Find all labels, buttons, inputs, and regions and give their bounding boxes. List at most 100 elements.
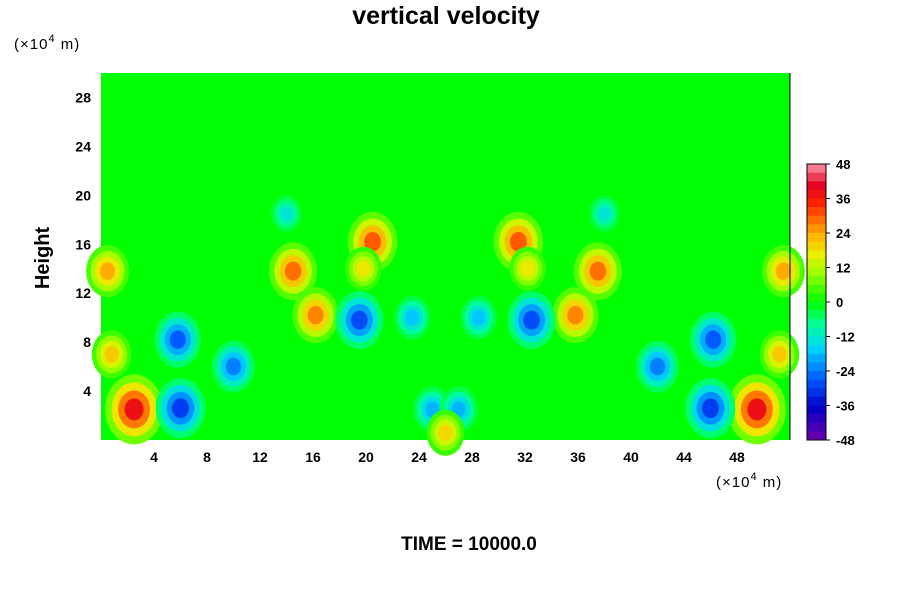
contour-blob	[772, 346, 787, 363]
colorbar-tick-label: 36	[836, 192, 850, 207]
colorbar-tick-label: -36	[836, 399, 855, 414]
x-tick-label: 44	[676, 449, 692, 465]
colorbar: 48 36 24 12 0 -12 -24 -36 -48	[806, 157, 856, 448]
colorbar-cell	[807, 207, 826, 217]
time-label: TIME = 10000.0	[401, 534, 537, 555]
x-tick-label: 16	[305, 449, 321, 465]
x-tick-label: 12	[252, 449, 268, 465]
colorbar-cell	[807, 422, 826, 432]
y-axis-unit: (×104 m)	[14, 33, 80, 53]
plot-background	[101, 73, 790, 440]
contour-blob	[104, 346, 119, 363]
colorbar-cell	[807, 414, 826, 424]
colorbar-cell	[807, 233, 826, 242]
y-tick-label: 16	[75, 236, 91, 252]
colorbar-cell	[807, 388, 826, 398]
x-tick-label: 48	[729, 449, 745, 465]
x-tick-label: 24	[411, 449, 427, 465]
contour-blob	[702, 398, 719, 419]
colorbar-cell	[807, 198, 826, 208]
y-tick-label: 20	[75, 187, 91, 203]
x-tick-label: 20	[358, 449, 374, 465]
x-tick-label: 32	[517, 449, 533, 465]
y-axis-label: Height	[32, 227, 54, 290]
colorbar-cell	[807, 310, 826, 320]
colorbar-tick-label: -12	[836, 330, 855, 345]
contour-blob	[567, 305, 584, 325]
contour-blob	[284, 261, 302, 281]
contour-blob	[364, 232, 382, 252]
colorbar-cell	[807, 181, 826, 191]
y-tick-label: 24	[75, 138, 91, 154]
colorbar-cell	[807, 345, 826, 355]
contour-features	[86, 194, 805, 456]
colorbar-cell	[807, 267, 826, 277]
contour-blob	[471, 309, 486, 326]
contour-blob	[100, 262, 116, 281]
colorbar-cell	[807, 396, 826, 406]
x-axis-ticks: 4 8 12 16 20 24 28 32 36 40 44 48	[150, 449, 745, 465]
y-tick-label: 28	[75, 90, 91, 106]
y-tick-label: 12	[75, 285, 91, 301]
colorbar-cell	[807, 189, 826, 199]
colorbar-cells	[807, 164, 826, 441]
colorbar-cell	[807, 302, 826, 311]
contour-blob	[351, 310, 368, 330]
colorbar-tick-label: 48	[836, 157, 850, 172]
y-tick-label: 4	[83, 383, 91, 399]
plot-area	[86, 73, 805, 456]
colorbar-cell	[807, 164, 826, 173]
colorbar-cell	[807, 353, 826, 363]
colorbar-cell	[807, 336, 826, 346]
contour-blob	[520, 260, 535, 277]
colorbar-cell	[807, 431, 826, 441]
x-tick-label: 4	[150, 449, 158, 465]
colorbar-cell	[807, 250, 826, 260]
colorbar-cell	[807, 241, 826, 251]
contour-blob	[280, 206, 293, 221]
colorbar-cell	[807, 276, 826, 286]
y-tick-label: 8	[83, 334, 91, 350]
x-tick-label: 8	[203, 449, 211, 465]
x-axis-unit: (×104 m)	[716, 471, 782, 491]
contour-blob	[589, 261, 607, 281]
chart-title: vertical velocity	[352, 2, 540, 30]
contour-blob	[225, 357, 242, 376]
colorbar-cell	[807, 319, 826, 329]
colorbar-cell	[807, 215, 826, 225]
colorbar-tick-label: 0	[836, 295, 843, 310]
contour-blob	[598, 206, 611, 221]
contour-blob	[169, 330, 186, 350]
x-tick-label: 28	[464, 449, 480, 465]
colorbar-tick-label: 24	[836, 226, 851, 241]
contour-blob	[775, 262, 792, 281]
colorbar-tick-label: -24	[836, 364, 856, 379]
contour-blob	[124, 398, 144, 421]
contour-blob	[523, 310, 540, 330]
contour-blob	[405, 309, 420, 326]
contour-blob	[438, 424, 453, 441]
colorbar-cell	[807, 258, 826, 268]
x-tick-label: 36	[570, 449, 586, 465]
colorbar-tick-label: -48	[836, 433, 855, 448]
colorbar-cell	[807, 379, 826, 389]
contour-blob	[705, 330, 722, 350]
x-tick-label: 40	[623, 449, 639, 465]
colorbar-cell	[807, 327, 826, 337]
contour-blob	[747, 398, 767, 421]
contour-blob	[307, 305, 324, 325]
colorbar-tick-label: 12	[836, 261, 850, 276]
contour-blob	[509, 232, 527, 252]
colorbar-cell	[807, 371, 826, 380]
colorbar-ticks: 48 36 24 12 0 -12 -24 -36 -48	[826, 157, 856, 448]
colorbar-cell	[807, 293, 826, 303]
contour-blob	[172, 398, 189, 419]
contour-blob	[356, 260, 371, 277]
contour-blob	[649, 357, 666, 376]
colorbar-cell	[807, 284, 826, 294]
colorbar-cell	[807, 405, 826, 415]
y-axis-ticks: 4 8 12 16 20 24 28	[75, 90, 91, 400]
colorbar-cell	[807, 362, 826, 372]
colorbar-cell	[807, 224, 826, 234]
